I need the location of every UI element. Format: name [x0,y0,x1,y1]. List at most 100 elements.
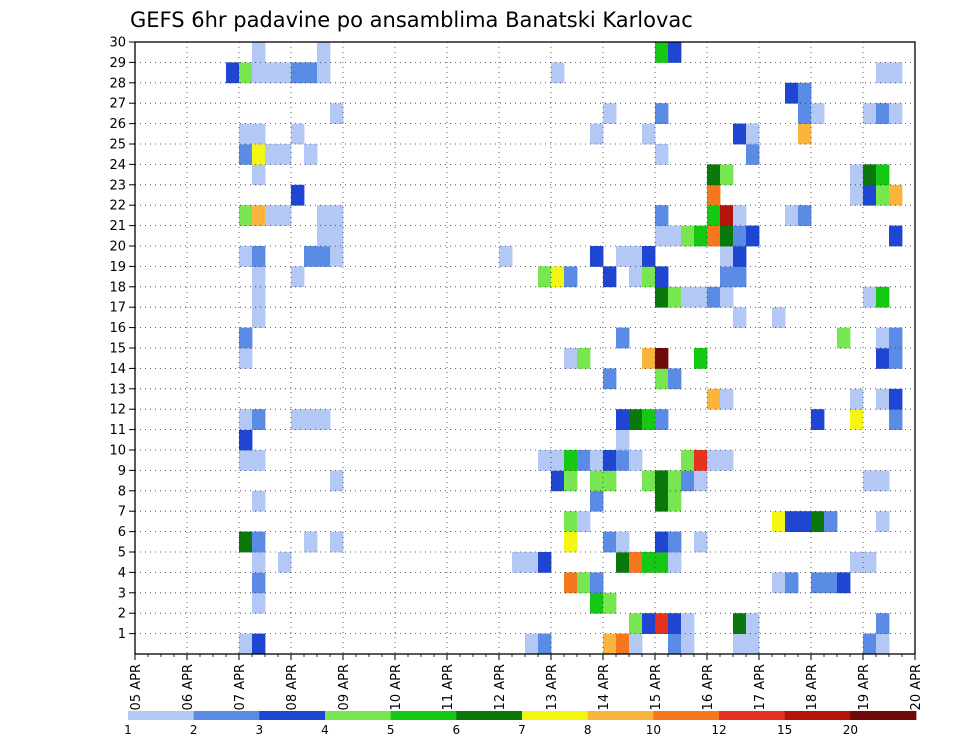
precip-cell [252,266,266,288]
colorbar-level-label: 7 [518,723,526,737]
precip-cell [629,409,643,430]
precip-cell [577,572,591,594]
x-tick-label: 09 APR [337,664,352,710]
precip-cell [239,633,253,655]
y-tick-label: 6 [118,525,126,540]
precip-cell [616,409,630,430]
precip-cell [278,144,292,165]
precip-cell [330,205,344,226]
precip-cell [655,144,669,165]
precip-cell [850,552,864,573]
precip-cell [317,62,331,84]
precip-cell [616,552,630,573]
precip-cell [629,552,643,573]
precip-cell [850,184,864,206]
colorbar-swatch [128,711,195,720]
precip-cell [655,613,669,634]
precip-cell [876,613,890,634]
precip-cell [655,225,669,247]
precip-cell [863,633,877,655]
colorbar-level-label: 15 [777,723,792,737]
precip-cell [889,103,903,124]
x-tick-label: 15 APR [649,664,664,710]
precip-cell [252,246,266,267]
x-tick-label: 11 APR [441,664,456,710]
x-tick-label: 13 APR [545,664,560,710]
precip-cell [889,388,903,410]
precip-cell [603,266,617,288]
precip-cell [551,266,565,288]
y-tick-label: 13 [109,382,126,397]
precip-cell [590,246,604,267]
precip-cell [317,205,331,226]
precip-cell [733,266,747,288]
precip-cell [681,613,695,634]
precip-cell [525,633,539,655]
colorbar-swatch [193,711,260,720]
y-tick-label: 2 [118,607,126,622]
y-tick-label: 1 [118,627,126,642]
precip-cell [252,531,266,553]
y-tick-label: 28 [109,76,126,91]
precip-cell [694,286,708,308]
x-axis: 05 APR 06 APR 07 APR 08 APR 09 APR 10 APR 11 A… [129,654,924,710]
colorbar-legend: 1 2 3 4 5 6 7 8 10 12 15 20 [124,711,917,737]
precip-cell [551,62,565,84]
precip-cell [525,552,539,573]
precip-cell [707,225,721,247]
precip-cell [564,348,578,369]
precip-cell [590,490,604,512]
precip-cell [239,429,253,451]
precip-cell [798,511,812,532]
precip-cell [876,470,890,492]
precip-cell [772,307,786,328]
precip-cell [252,450,266,471]
colorbar-swatch [456,711,523,720]
precip-cell [252,123,266,145]
precip-cell [668,490,682,512]
precip-cell [252,307,266,328]
precip-cell [798,205,812,226]
precip-cell [876,286,890,308]
precip-cell [746,123,760,145]
precip-cell [668,42,682,63]
colorbar-level-label: 20 [843,723,858,737]
precip-cell [603,592,617,614]
precip-cell [239,62,253,84]
precip-cell [655,103,669,124]
precip-cell [603,103,617,124]
precip-cell [603,531,617,553]
precip-cell [863,103,877,124]
precip-cell [707,450,721,471]
precip-cell [876,633,890,655]
y-tick-label: 20 [109,240,126,255]
precip-cell [291,409,305,430]
precip-cell [330,531,344,553]
precip-cell [824,572,838,594]
precip-cell [720,164,734,186]
x-tick-label: 19 APR [857,664,872,710]
precip-cell [304,144,318,165]
precip-cell [772,511,786,532]
precip-cell [265,144,279,165]
precip-cell [642,409,656,430]
precip-cell [291,266,305,288]
precip-cell [629,246,643,267]
y-tick-label: 4 [118,566,126,581]
precip-cell [252,490,266,512]
precip-cell [798,123,812,145]
precip-cell [330,470,344,492]
precip-cell [876,348,890,369]
precip-cell [720,246,734,267]
precip-cell [746,144,760,165]
precip-cell [889,348,903,369]
precip-cell [317,409,331,430]
precip-cell [655,266,669,288]
precip-cell [629,450,643,471]
precip-cell [603,368,617,390]
precip-cell [616,633,630,655]
precip-cell [538,266,552,288]
precip-cell [772,572,786,594]
precip-cell [252,42,266,63]
precip-cell [590,572,604,594]
